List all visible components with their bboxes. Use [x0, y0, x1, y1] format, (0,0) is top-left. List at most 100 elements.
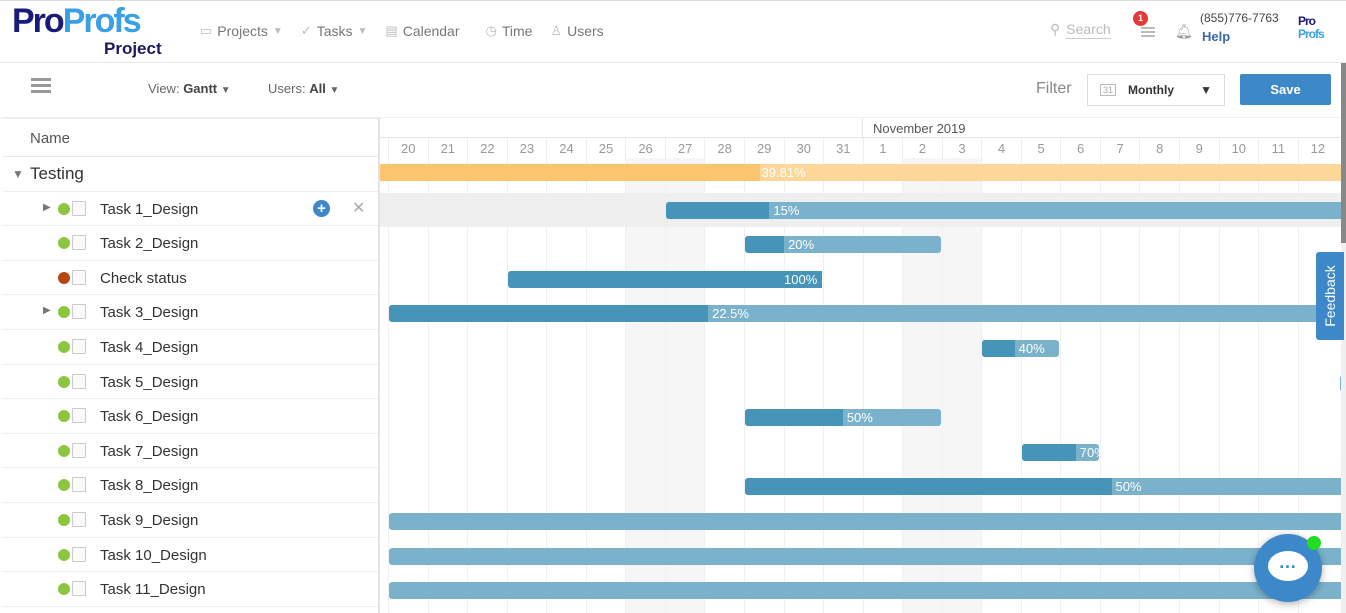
- summary-bar[interactable]: 39.81%: [380, 164, 1346, 181]
- status-dot-icon[interactable]: [58, 306, 70, 319]
- task-bar[interactable]: 50%: [744, 409, 941, 427]
- document-icon[interactable]: [72, 269, 86, 285]
- task-name[interactable]: Check status: [100, 269, 187, 287]
- status-dot-icon[interactable]: [58, 340, 70, 353]
- task-name[interactable]: Task 5_Design: [100, 373, 199, 391]
- nav-users[interactable]: ♙ Users: [550, 23, 603, 39]
- task-name[interactable]: Task 7_Design: [100, 442, 199, 460]
- task-name[interactable]: Task 9_Design: [100, 511, 199, 529]
- task-bar[interactable]: [389, 513, 1346, 530]
- task-name[interactable]: Task 6_Design: [100, 408, 199, 426]
- task-bar[interactable]: [389, 582, 1346, 600]
- task-name[interactable]: Task 2_Design: [100, 235, 199, 253]
- document-icon[interactable]: [72, 581, 86, 597]
- task-row[interactable]: Task 10_Design: [3, 538, 378, 573]
- status-dot-icon[interactable]: [58, 583, 70, 596]
- day-header: 8: [1139, 138, 1179, 158]
- nav-calendar[interactable]: ▤ Calendar: [385, 23, 459, 39]
- document-icon[interactable]: [72, 442, 86, 458]
- task-name[interactable]: Task 10_Design: [100, 546, 207, 564]
- day-column: [704, 158, 744, 613]
- chat-button[interactable]: …: [1254, 534, 1322, 602]
- search-input[interactable]: ⚲ Search: [1050, 21, 1111, 39]
- document-icon[interactable]: [72, 408, 86, 424]
- task-name[interactable]: Task 11_Design: [100, 581, 206, 599]
- day-header: 3: [941, 138, 982, 158]
- help-link[interactable]: Help: [1202, 29, 1231, 44]
- day-header: 26: [625, 138, 665, 158]
- save-button[interactable]: Save: [1240, 74, 1331, 105]
- task-row[interactable]: Task 7_Design: [3, 434, 378, 469]
- document-icon[interactable]: [72, 304, 86, 320]
- task-bar[interactable]: 22.5%: [389, 305, 1346, 323]
- task-progress: [744, 478, 1112, 496]
- task-bar[interactable]: 20%: [744, 236, 941, 254]
- nav-projects[interactable]: ▭ Projects ▼: [200, 23, 283, 39]
- users-dropdown[interactable]: Users: All ▼: [268, 81, 339, 96]
- document-icon[interactable]: [72, 373, 86, 389]
- task-bar[interactable]: 70%: [1021, 443, 1106, 461]
- status-dot-icon[interactable]: [58, 271, 70, 284]
- document-icon[interactable]: [72, 200, 86, 216]
- collapse-arrow-icon[interactable]: ▼: [12, 167, 24, 181]
- day-column: [585, 158, 626, 613]
- task-name[interactable]: Task 3_Design: [100, 304, 199, 322]
- document-icon[interactable]: [72, 511, 86, 527]
- status-dot-icon[interactable]: [58, 513, 70, 526]
- add-subtask-icon[interactable]: +: [313, 199, 330, 217]
- document-icon[interactable]: [72, 235, 86, 251]
- proprofs-mini-logo[interactable]: Pro Profs: [1298, 15, 1325, 41]
- task-row[interactable]: Task 6_Design: [3, 399, 378, 434]
- task-bar[interactable]: 100%: [507, 270, 823, 288]
- task-row[interactable]: ▶ Task 3_Design: [3, 295, 378, 330]
- document-icon[interactable]: [72, 338, 86, 354]
- summary-progress-label: 39.81%: [761, 165, 806, 180]
- status-dot-icon[interactable]: [58, 479, 70, 492]
- status-dot-icon[interactable]: [58, 375, 70, 388]
- hamburger-menu-icon[interactable]: [31, 78, 51, 96]
- status-dot-icon[interactable]: [58, 410, 70, 423]
- nav-time[interactable]: ◷ Time: [486, 23, 533, 39]
- expand-arrow-icon[interactable]: ▶: [43, 305, 51, 317]
- day-column: [783, 158, 824, 613]
- task-row[interactable]: Task 2_Design: [3, 226, 378, 261]
- task-row[interactable]: Task 8_Design: [3, 468, 378, 503]
- caret-down-icon: ▼: [272, 25, 283, 37]
- briefcase-icon: ▭: [200, 23, 213, 38]
- task-row[interactable]: Task 4_Design: [3, 330, 378, 365]
- day-header: 7: [1099, 138, 1140, 158]
- task-row[interactable]: ▶ Task 1_Design + ✕: [3, 192, 378, 227]
- document-icon[interactable]: [72, 546, 86, 562]
- period-select[interactable]: 31 Monthly ▼: [1087, 74, 1225, 106]
- task-bar[interactable]: 15%: [665, 201, 1346, 219]
- period-value: Monthly: [1128, 83, 1175, 97]
- task-row[interactable]: Task 11_Design: [3, 572, 378, 607]
- view-dropdown[interactable]: View: Gantt ▼: [148, 81, 231, 96]
- task-name[interactable]: Task 8_Design: [100, 477, 199, 495]
- task-bar[interactable]: [389, 547, 1346, 565]
- task-name[interactable]: Task 4_Design: [100, 338, 199, 356]
- delete-icon[interactable]: ✕: [352, 199, 366, 217]
- status-dot-icon[interactable]: [58, 202, 70, 215]
- task-bar[interactable]: 50%: [744, 478, 1346, 496]
- task-row[interactable]: Task 9_Design: [3, 503, 378, 538]
- chat-bubble-icon: …: [1268, 551, 1308, 581]
- status-dot-icon[interactable]: [58, 444, 70, 457]
- day-header: 4: [981, 138, 1021, 158]
- name-column-header[interactable]: Name: [3, 118, 378, 157]
- feedback-tab[interactable]: Feedback: [1316, 252, 1344, 340]
- proprofs-logo[interactable]: ProProfs Project: [12, 4, 172, 60]
- expand-arrow-icon[interactable]: ▶: [43, 201, 51, 213]
- task-row[interactable]: Task 5_Design: [3, 365, 378, 400]
- task-bar[interactable]: 40%: [982, 340, 1060, 357]
- document-icon[interactable]: [72, 477, 86, 493]
- task-name[interactable]: Task 1_Design: [100, 200, 199, 218]
- status-dot-icon[interactable]: [58, 548, 70, 561]
- task-list-icon[interactable]: [1141, 27, 1155, 37]
- task-row[interactable]: Check status: [3, 261, 378, 296]
- nav-tasks[interactable]: ✓ Tasks ▼: [301, 23, 368, 39]
- bell-icon[interactable]: 🔔︎: [1175, 23, 1193, 39]
- task-progress: [744, 409, 843, 427]
- status-dot-icon[interactable]: [58, 237, 70, 250]
- group-row-testing[interactable]: ▼ Testing: [3, 157, 378, 192]
